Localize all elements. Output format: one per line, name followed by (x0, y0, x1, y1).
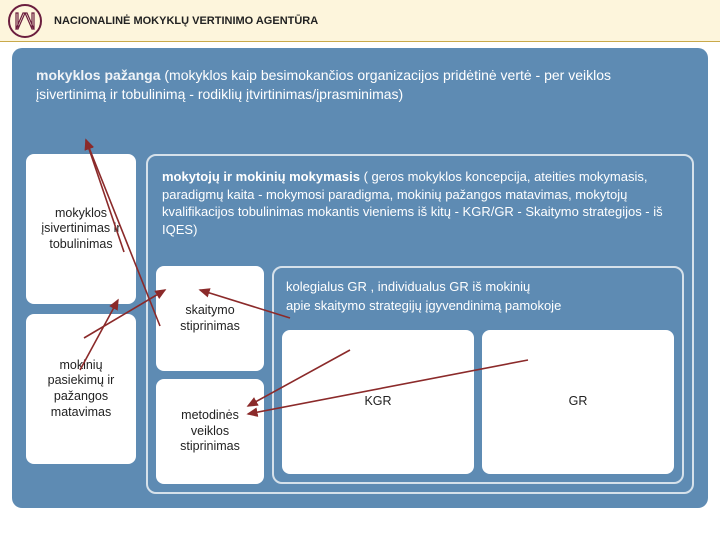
box-self-evaluation: mokyklos įsivertinimas ir tobulinimas (26, 154, 136, 304)
logo-monogram-icon (13, 9, 37, 33)
box-reading: skaitymo stiprinimas (156, 266, 264, 371)
box-methodical: metodinės veiklos stiprinimas (156, 379, 264, 484)
left-column: mokyklos įsivertinimas ir tobulinimas mo… (26, 154, 136, 464)
teachers-text: mokytojų ir mokinių mokymasis ( geros mo… (156, 164, 684, 248)
box-kgr: KGR (282, 330, 474, 474)
top-lead: mokyklos pažanga (36, 67, 161, 83)
collegial-group: kolegialus GR , individualus GR iš mokin… (272, 266, 684, 484)
mid-row: skaitymo stiprinimas metodinės veiklos s… (156, 266, 684, 484)
diagram-panel: mokyklos pažanga (mokyklos kaip besimoka… (12, 48, 708, 508)
box-student-progress: mokinių pasiekimų ir pažangos matavimas (26, 314, 136, 464)
teachers-lead: mokytojų ir mokinių mokymasis (162, 169, 360, 184)
box-gr: GR (482, 330, 674, 474)
teachers-group: mokytojų ir mokinių mokymasis ( geros mo… (146, 154, 694, 494)
collegial-line2: apie skaitymo strategijų įgyvendinimą pa… (286, 297, 670, 316)
top-progress-box: mokyklos pažanga (mokyklos kaip besimoka… (26, 58, 694, 118)
collegial-text: kolegialus GR , individualus GR iš mokin… (282, 276, 674, 324)
agency-logo (8, 4, 42, 38)
kgr-row: KGR GR (282, 330, 674, 474)
mid-left-column: skaitymo stiprinimas metodinės veiklos s… (156, 266, 264, 484)
header-title: NACIONALINĖ MOKYKLŲ VERTINIMO AGENTŪRA (54, 15, 318, 27)
collegial-line1: kolegialus GR , individualus GR iš mokin… (286, 278, 670, 297)
header-bar: NACIONALINĖ MOKYKLŲ VERTINIMO AGENTŪRA (0, 0, 720, 42)
